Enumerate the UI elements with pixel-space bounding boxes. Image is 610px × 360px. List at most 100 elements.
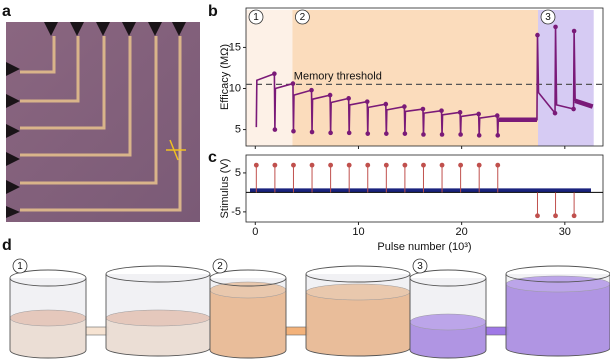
extreme-dot (402, 104, 407, 109)
x-tick-label: 0 (252, 226, 258, 238)
y-tick-label: -5 (231, 206, 241, 218)
y-tick-label: 15 (229, 41, 241, 53)
y-tick-label: 5 (235, 123, 241, 135)
extreme-dot (346, 96, 351, 101)
extreme-dot (494, 113, 500, 118)
step-label: 2 (217, 261, 223, 272)
step-label: 1 (253, 12, 259, 23)
stem-dot (291, 162, 296, 168)
stem-dot (383, 162, 389, 168)
x-tick-label: 10 (352, 226, 364, 238)
tank-wall (505, 274, 610, 357)
extreme-dot (553, 24, 558, 30)
tank-rim (9, 269, 87, 287)
step-label: 2 (300, 12, 306, 23)
y-axis-label: Stimulus (V) (219, 159, 231, 219)
tank-wall (105, 274, 211, 357)
extreme-dot (476, 133, 482, 138)
stem-dot (272, 162, 278, 168)
stem-dot (476, 162, 482, 168)
efficacy-line (255, 26, 593, 136)
extreme-dot (457, 110, 463, 115)
panel-a: a (2, 3, 200, 222)
connector-pipe (85, 326, 109, 336)
stem-dot (421, 162, 426, 168)
extreme-dot (552, 110, 558, 116)
stem-dot (571, 213, 577, 219)
threshold-label: Memory threshold (294, 70, 382, 82)
tank-liquid (506, 276, 610, 356)
y-axis-label: Efficacy (MΩ) (219, 44, 231, 110)
y-tick-label: 5 (235, 167, 241, 179)
step-marker (540, 9, 556, 25)
extreme-dot (346, 130, 352, 136)
extreme-dot (421, 132, 426, 137)
x-tick-label: 30 (559, 226, 571, 238)
extreme-dot (476, 111, 481, 117)
phase-region (537, 10, 594, 146)
tank-wall (305, 274, 411, 357)
panel-d: 1 2 3 (9, 258, 610, 359)
extreme-dot (309, 129, 315, 135)
stem-dot (458, 162, 464, 168)
extreme-dot (384, 131, 389, 136)
extreme-dot (291, 128, 296, 134)
step-marker (248, 9, 264, 25)
stem-dot (346, 162, 352, 168)
step-marker (12, 258, 28, 274)
electrode-lines (20, 36, 182, 212)
step-label: 3 (417, 261, 423, 272)
tank-wall (209, 278, 287, 359)
extreme-dot (439, 132, 445, 137)
extreme-dot (439, 108, 444, 113)
extreme-dot (272, 127, 278, 132)
phase-region (246, 10, 293, 146)
connector-pipe (285, 326, 309, 336)
x-tick-label: 20 (456, 226, 468, 238)
stem-dot (328, 162, 334, 168)
panel-label: b (208, 3, 218, 20)
extreme-dot (571, 28, 577, 34)
plot-frame (245, 7, 604, 147)
y-tick-label: 10 (229, 82, 241, 94)
tank-rim (305, 265, 411, 283)
extreme-dot (420, 106, 426, 112)
plot-frame (245, 154, 604, 223)
extreme-dot (365, 131, 371, 136)
extreme-dot (272, 71, 277, 77)
tank-liquid (306, 284, 410, 356)
tank-rim (105, 265, 211, 283)
step-marker (212, 258, 228, 274)
extreme-dot (383, 101, 389, 107)
extreme-dot (535, 32, 540, 38)
extreme-dot (309, 87, 314, 93)
extreme-dot (495, 133, 501, 138)
stem-dot (253, 162, 259, 168)
tank-wall (9, 278, 87, 359)
extreme-dot (458, 132, 463, 137)
extreme-dot (571, 106, 576, 112)
tank-rim (209, 269, 287, 287)
step-marker (295, 9, 310, 25)
extreme-dot (402, 131, 408, 136)
tank-rim (505, 265, 610, 283)
panel-label: d (2, 237, 12, 254)
tank-liquid (210, 282, 286, 358)
stem-dot (495, 162, 501, 168)
extreme-dot (364, 99, 370, 104)
stem-dot (439, 162, 445, 168)
x-axis-label: Pulse number (10³) (377, 241, 471, 253)
tank-wall (409, 278, 487, 359)
extreme-dot (290, 81, 296, 86)
extreme-dot (327, 92, 333, 98)
stem-dot (309, 162, 315, 168)
stem-dot (535, 213, 540, 219)
panel-label: a (2, 3, 11, 20)
step-label: 3 (545, 12, 551, 23)
tank-rim (409, 269, 487, 287)
electrode-pads (6, 22, 186, 218)
step-marker (412, 258, 428, 274)
connector-pipe (485, 326, 509, 336)
stem-dot (553, 213, 558, 219)
